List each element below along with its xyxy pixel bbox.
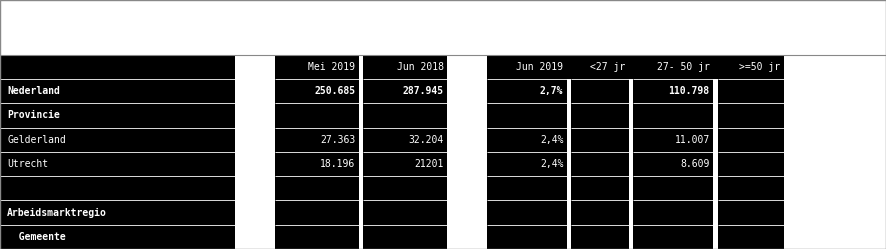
Bar — [718, 103, 784, 127]
Bar — [633, 200, 713, 225]
Bar — [487, 200, 567, 225]
Bar — [633, 79, 713, 103]
Bar — [447, 55, 487, 79]
Bar — [571, 103, 629, 127]
Bar — [235, 200, 275, 225]
Bar — [718, 225, 784, 249]
Bar — [275, 176, 359, 200]
Bar — [633, 152, 713, 176]
Bar — [447, 79, 487, 103]
Text: 287.945: 287.945 — [403, 86, 444, 96]
Text: Nederland: Nederland — [7, 86, 60, 96]
Text: 2,4%: 2,4% — [540, 159, 563, 169]
Text: >=50 jr: >=50 jr — [740, 62, 781, 72]
Bar — [633, 225, 713, 249]
Bar — [363, 200, 447, 225]
Bar — [718, 127, 784, 152]
Bar — [235, 176, 275, 200]
Bar — [718, 55, 784, 79]
Bar — [718, 79, 784, 103]
Text: 32.204: 32.204 — [408, 135, 444, 145]
Bar — [0, 200, 235, 225]
Bar — [235, 79, 275, 103]
Bar — [571, 152, 629, 176]
Bar — [0, 127, 235, 152]
Text: Jun 2019: Jun 2019 — [517, 62, 563, 72]
Bar — [0, 176, 235, 200]
Bar — [235, 152, 275, 176]
Text: Provincie: Provincie — [7, 111, 60, 121]
Bar — [571, 79, 629, 103]
Bar — [275, 79, 359, 103]
Bar — [363, 225, 447, 249]
Bar — [487, 152, 567, 176]
Text: 2,7%: 2,7% — [540, 86, 563, 96]
Bar — [447, 103, 487, 127]
Bar — [447, 225, 487, 249]
Bar — [487, 55, 775, 79]
Bar — [235, 127, 275, 152]
Bar — [487, 79, 567, 103]
Bar — [275, 152, 359, 176]
Bar — [235, 225, 275, 249]
Bar — [363, 127, 447, 152]
Text: <27 jr: <27 jr — [590, 62, 626, 72]
Text: 250.685: 250.685 — [315, 86, 355, 96]
Text: 2,4%: 2,4% — [540, 135, 563, 145]
Text: Mei 2019: Mei 2019 — [308, 62, 355, 72]
Bar — [633, 176, 713, 200]
Bar — [447, 176, 487, 200]
Bar — [571, 176, 629, 200]
Bar — [0, 55, 235, 79]
Bar — [571, 127, 629, 152]
Bar — [275, 225, 359, 249]
Bar — [275, 127, 359, 152]
Bar — [718, 200, 784, 225]
Bar — [487, 127, 567, 152]
Bar — [235, 103, 275, 127]
Bar — [275, 103, 359, 127]
Bar — [718, 176, 784, 200]
Bar — [363, 103, 447, 127]
Bar — [275, 200, 359, 225]
Text: Gelderland: Gelderland — [7, 135, 66, 145]
Text: 21201: 21201 — [415, 159, 444, 169]
Bar — [0, 225, 235, 249]
Bar — [487, 55, 567, 79]
Text: 8.609: 8.609 — [680, 159, 710, 169]
Bar — [487, 225, 567, 249]
Text: Gemeente: Gemeente — [7, 232, 66, 242]
Text: Arbeidsmarktregio: Arbeidsmarktregio — [7, 208, 107, 218]
Bar — [571, 55, 629, 79]
Bar — [633, 103, 713, 127]
Bar — [363, 152, 447, 176]
Bar — [363, 176, 447, 200]
Bar — [487, 176, 567, 200]
Text: 27.363: 27.363 — [320, 135, 355, 145]
Bar — [0, 152, 235, 176]
Bar — [447, 127, 487, 152]
Bar — [363, 79, 447, 103]
Bar — [275, 55, 359, 79]
Bar — [571, 225, 629, 249]
Bar — [447, 200, 487, 225]
Text: 110.798: 110.798 — [669, 86, 710, 96]
Bar — [235, 55, 275, 79]
Text: 18.196: 18.196 — [320, 159, 355, 169]
Bar — [447, 152, 487, 176]
Text: 27- 50 jr: 27- 50 jr — [657, 62, 710, 72]
Text: 11.007: 11.007 — [674, 135, 710, 145]
Bar — [633, 127, 713, 152]
Bar — [363, 55, 447, 79]
Text: Jun 2018: Jun 2018 — [397, 62, 444, 72]
Bar — [487, 103, 567, 127]
Bar — [718, 152, 784, 176]
Bar — [0, 103, 235, 127]
Text: Utrecht: Utrecht — [7, 159, 48, 169]
Bar — [571, 200, 629, 225]
Bar — [633, 55, 713, 79]
Bar — [0, 79, 235, 103]
